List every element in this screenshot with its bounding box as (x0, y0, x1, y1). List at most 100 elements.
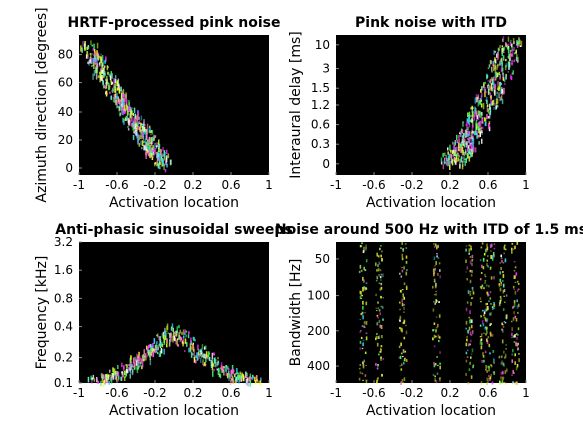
heat-mark (94, 57, 97, 61)
heat-mark (128, 101, 130, 109)
heat-mark (459, 164, 461, 169)
heat-mark (198, 354, 201, 359)
heat-mark (480, 116, 482, 119)
heat-mark (486, 284, 488, 287)
heat-mark (87, 45, 90, 49)
heat-mark (365, 336, 368, 341)
heat-mark (440, 157, 443, 162)
heat-mark (498, 92, 500, 98)
heat-mark (472, 365, 474, 369)
heat-mark (501, 339, 504, 344)
heat-mark (102, 70, 105, 77)
heat-mark (511, 359, 514, 363)
heat-mark (493, 77, 495, 82)
heat-mark (486, 370, 488, 373)
y-axis-label: Frequency [kHz] (34, 256, 50, 370)
heat-mark (456, 139, 459, 143)
heat-mark (84, 46, 86, 51)
heat-mark (158, 343, 160, 347)
heat-mark (490, 95, 492, 100)
heat-mark (363, 266, 365, 271)
heat-mark (403, 282, 406, 285)
heat-mark (88, 60, 90, 66)
heat-mark (501, 68, 504, 75)
heat-mark (469, 270, 472, 273)
heat-mark (401, 267, 403, 269)
heat-mark (471, 105, 473, 110)
heat-mark (481, 360, 483, 363)
heat-mark (186, 342, 188, 347)
heat-mark (502, 74, 505, 79)
heat-mark (152, 348, 155, 351)
heat-mark (115, 375, 118, 382)
heat-mark (501, 380, 504, 383)
heat-mark (208, 357, 210, 360)
heat-mark (465, 320, 468, 325)
heat-mark (487, 116, 490, 119)
heat-mark (107, 81, 109, 84)
heat-mark (472, 364, 475, 366)
heat-mark (195, 355, 197, 358)
heat-mark (490, 250, 492, 252)
heat-mark (189, 346, 192, 352)
heat-mark (113, 94, 115, 99)
heat-mark (463, 141, 465, 145)
heat-mark (469, 256, 472, 258)
x-tick-label: -0.2 (400, 386, 423, 400)
heat-mark (432, 374, 435, 376)
heat-mark (102, 380, 105, 387)
heat-mark (468, 326, 471, 331)
heat-mark (154, 347, 157, 354)
heat-mark (138, 120, 141, 124)
heat-mark (477, 134, 480, 139)
heat-mark (133, 127, 135, 133)
heat-mark (106, 78, 108, 84)
heat-mark (494, 68, 497, 74)
heat-mark (212, 370, 214, 377)
heat-mark (452, 141, 454, 145)
heat-mark (475, 119, 478, 122)
heat-mark (400, 342, 402, 347)
heat-mark (234, 373, 236, 378)
heat-mark (503, 295, 505, 297)
heat-mark (107, 374, 110, 380)
heat-mark (114, 84, 116, 90)
heat-mark (516, 40, 518, 45)
heat-mark (465, 245, 468, 247)
heat-mark (499, 82, 502, 87)
heat-mark (479, 340, 482, 343)
y-tick-label: 3 (322, 62, 330, 76)
heat-mark (437, 273, 439, 276)
heat-mark (402, 382, 405, 385)
heat-mark (434, 302, 436, 305)
heat-mark (500, 282, 502, 284)
heat-mark (96, 57, 98, 61)
heat-mark (500, 371, 503, 375)
heat-mark (501, 45, 504, 47)
x-tick-label: 1 (522, 386, 530, 400)
heat-mark (432, 329, 434, 332)
heat-mark (143, 140, 145, 144)
heat-mark (375, 335, 378, 339)
heat-mark (467, 138, 469, 140)
heat-mark (378, 353, 380, 356)
heat-mark (365, 321, 368, 325)
heat-mark (462, 150, 464, 155)
heat-mark (511, 45, 513, 51)
heat-mark (495, 59, 497, 64)
heat-mark (475, 108, 477, 112)
heat-mark (488, 343, 491, 348)
heat-mark (136, 366, 138, 370)
heat-mark (489, 86, 491, 91)
heat-mark (513, 303, 516, 308)
heat-mark (140, 115, 143, 121)
heat-mark (493, 254, 495, 258)
heat-mark (501, 259, 503, 263)
heat-mark (472, 137, 474, 141)
heat-mark (132, 370, 134, 375)
heat-mark (405, 324, 407, 327)
heat-mark (163, 348, 165, 355)
heat-mark (490, 243, 493, 248)
heat-mark (402, 293, 404, 298)
heat-mark (442, 164, 445, 170)
